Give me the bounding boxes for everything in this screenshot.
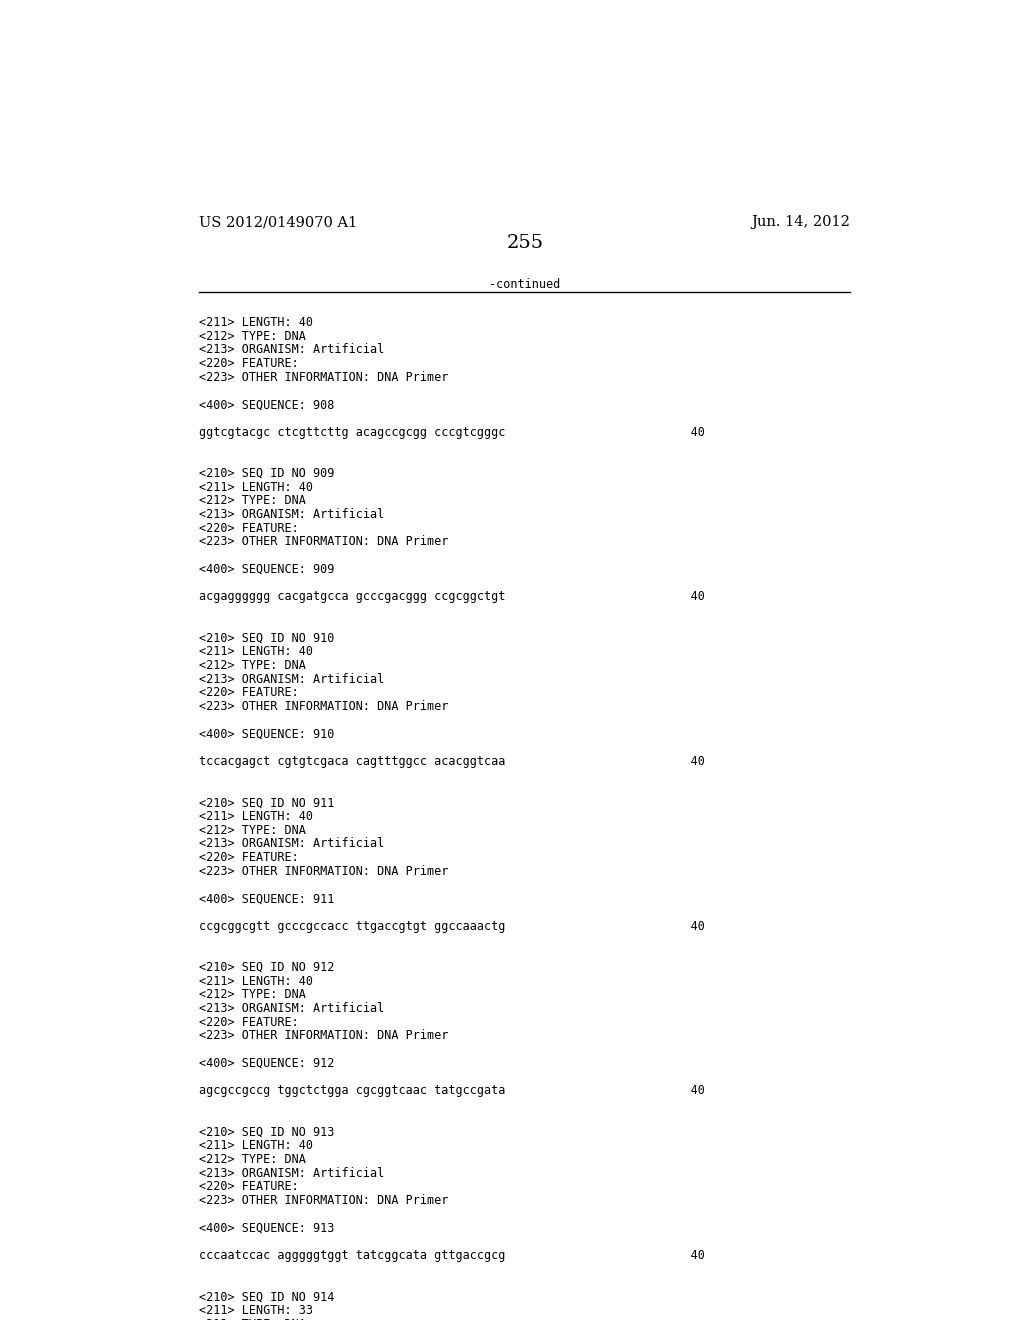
Text: <223> OTHER INFORMATION: DNA Primer: <223> OTHER INFORMATION: DNA Primer	[200, 536, 449, 549]
Text: <220> FEATURE:: <220> FEATURE:	[200, 358, 299, 370]
Text: <212> TYPE: DNA: <212> TYPE: DNA	[200, 330, 306, 343]
Text: <212> TYPE: DNA: <212> TYPE: DNA	[200, 989, 306, 1002]
Text: <210> SEQ ID NO 913: <210> SEQ ID NO 913	[200, 1126, 335, 1139]
Text: <210> SEQ ID NO 912: <210> SEQ ID NO 912	[200, 961, 335, 974]
Text: <400> SEQUENCE: 912: <400> SEQUENCE: 912	[200, 1057, 335, 1071]
Text: <213> ORGANISM: Artificial: <213> ORGANISM: Artificial	[200, 508, 385, 521]
Text: <220> FEATURE:: <220> FEATURE:	[200, 521, 299, 535]
Text: <210> SEQ ID NO 909: <210> SEQ ID NO 909	[200, 467, 335, 480]
Text: <213> ORGANISM: Artificial: <213> ORGANISM: Artificial	[200, 343, 385, 356]
Text: ggtcgtacgc ctcgttcttg acagccgcgg cccgtcgggc                          40: ggtcgtacgc ctcgttcttg acagccgcgg cccgtcg…	[200, 426, 706, 438]
Text: <212> TYPE: DNA: <212> TYPE: DNA	[200, 824, 306, 837]
Text: <220> FEATURE:: <220> FEATURE:	[200, 1180, 299, 1193]
Text: agcgccgccg tggctctgga cgcggtcaac tatgccgata                          40: agcgccgccg tggctctgga cgcggtcaac tatgccg…	[200, 1084, 706, 1097]
Text: <223> OTHER INFORMATION: DNA Primer: <223> OTHER INFORMATION: DNA Primer	[200, 1030, 449, 1043]
Text: <213> ORGANISM: Artificial: <213> ORGANISM: Artificial	[200, 673, 385, 685]
Text: <211> LENGTH: 40: <211> LENGTH: 40	[200, 315, 313, 329]
Text: <400> SEQUENCE: 913: <400> SEQUENCE: 913	[200, 1221, 335, 1234]
Text: <213> ORGANISM: Artificial: <213> ORGANISM: Artificial	[200, 837, 385, 850]
Text: <211> LENGTH: 40: <211> LENGTH: 40	[200, 1139, 313, 1152]
Text: <213> ORGANISM: Artificial: <213> ORGANISM: Artificial	[200, 1167, 385, 1180]
Text: 255: 255	[506, 234, 544, 252]
Text: <211> LENGTH: 40: <211> LENGTH: 40	[200, 480, 313, 494]
Text: <210> SEQ ID NO 911: <210> SEQ ID NO 911	[200, 796, 335, 809]
Text: acgagggggg cacgatgcca gcccgacggg ccgcggctgt                          40: acgagggggg cacgatgcca gcccgacggg ccgcggc…	[200, 590, 706, 603]
Text: <213> ORGANISM: Artificial: <213> ORGANISM: Artificial	[200, 1002, 385, 1015]
Text: <210> SEQ ID NO 914: <210> SEQ ID NO 914	[200, 1290, 335, 1303]
Text: <400> SEQUENCE: 909: <400> SEQUENCE: 909	[200, 562, 335, 576]
Text: Jun. 14, 2012: Jun. 14, 2012	[752, 215, 850, 230]
Text: <211> LENGTH: 40: <211> LENGTH: 40	[200, 974, 313, 987]
Text: <223> OTHER INFORMATION: DNA Primer: <223> OTHER INFORMATION: DNA Primer	[200, 1195, 449, 1206]
Text: US 2012/0149070 A1: US 2012/0149070 A1	[200, 215, 357, 230]
Text: <212> TYPE: DNA: <212> TYPE: DNA	[200, 1152, 306, 1166]
Text: <400> SEQUENCE: 910: <400> SEQUENCE: 910	[200, 727, 335, 741]
Text: <220> FEATURE:: <220> FEATURE:	[200, 1015, 299, 1028]
Text: ccgcggcgtt gcccgccacc ttgaccgtgt ggccaaactg                          40: ccgcggcgtt gcccgccacc ttgaccgtgt ggccaaa…	[200, 920, 706, 933]
Text: cccaatccac agggggtggt tatcggcata gttgaccgcg                          40: cccaatccac agggggtggt tatcggcata gttgacc…	[200, 1249, 706, 1262]
Text: <223> OTHER INFORMATION: DNA Primer: <223> OTHER INFORMATION: DNA Primer	[200, 865, 449, 878]
Text: <210> SEQ ID NO 910: <210> SEQ ID NO 910	[200, 631, 335, 644]
Text: <400> SEQUENCE: 908: <400> SEQUENCE: 908	[200, 399, 335, 412]
Text: <223> OTHER INFORMATION: DNA Primer: <223> OTHER INFORMATION: DNA Primer	[200, 700, 449, 713]
Text: <220> FEATURE:: <220> FEATURE:	[200, 686, 299, 700]
Text: <211> LENGTH: 40: <211> LENGTH: 40	[200, 810, 313, 822]
Text: <211> LENGTH: 40: <211> LENGTH: 40	[200, 645, 313, 659]
Text: <223> OTHER INFORMATION: DNA Primer: <223> OTHER INFORMATION: DNA Primer	[200, 371, 449, 384]
Text: <212> TYPE: DNA: <212> TYPE: DNA	[200, 494, 306, 507]
Text: <220> FEATURE:: <220> FEATURE:	[200, 851, 299, 865]
Text: <212> TYPE: DNA: <212> TYPE: DNA	[200, 659, 306, 672]
Text: tccacgagct cgtgtcgaca cagtttggcc acacggtcaa                          40: tccacgagct cgtgtcgaca cagtttggcc acacggt…	[200, 755, 706, 768]
Text: <211> LENGTH: 33: <211> LENGTH: 33	[200, 1304, 313, 1317]
Text: <400> SEQUENCE: 911: <400> SEQUENCE: 911	[200, 892, 335, 906]
Text: -continued: -continued	[489, 279, 560, 292]
Text: <212> TYPE: DNA: <212> TYPE: DNA	[200, 1317, 306, 1320]
